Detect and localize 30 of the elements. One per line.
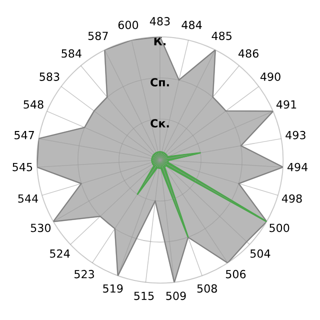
spoke-label: 515 bbox=[134, 292, 154, 300]
spoke-label: 509 bbox=[166, 292, 186, 300]
spoke-label: 545 bbox=[12, 162, 32, 172]
spoke-label: 483 bbox=[150, 17, 170, 26]
y-tick-label: Ск. bbox=[150, 119, 169, 128]
y-tick-label: Сп. bbox=[150, 78, 169, 86]
spoke-label: 500 bbox=[270, 224, 290, 232]
spoke-label: 524 bbox=[50, 249, 70, 258]
spoke-label: 548 bbox=[24, 100, 44, 109]
spoke-label: 544 bbox=[18, 194, 38, 203]
spoke-label: 547 bbox=[14, 131, 34, 140]
spoke-label: 506 bbox=[226, 270, 246, 278]
spoke-label: 485 bbox=[212, 32, 232, 40]
y-tick-label: К. bbox=[154, 37, 166, 46]
spoke-label: 584 bbox=[62, 49, 82, 58]
spoke-label: 600 bbox=[118, 20, 138, 30]
spoke-label: 504 bbox=[250, 249, 270, 258]
spoke-label: 493 bbox=[286, 130, 306, 140]
spoke-label: 523 bbox=[74, 270, 94, 278]
spoke-label: 486 bbox=[238, 49, 258, 58]
spoke-label: 583 bbox=[40, 72, 60, 81]
spoke-label: 519 bbox=[103, 284, 123, 293]
spoke-label: 491 bbox=[276, 100, 296, 109]
spoke-label: 490 bbox=[260, 72, 280, 81]
spoke-label: 508 bbox=[197, 284, 217, 293]
spoke-label: 484 bbox=[182, 20, 202, 30]
spoke-label: 530 bbox=[30, 224, 51, 232]
spoke-label: 494 bbox=[287, 162, 308, 172]
spoke-label: 587 bbox=[88, 32, 108, 40]
spoke-label: 498 bbox=[282, 194, 302, 203]
